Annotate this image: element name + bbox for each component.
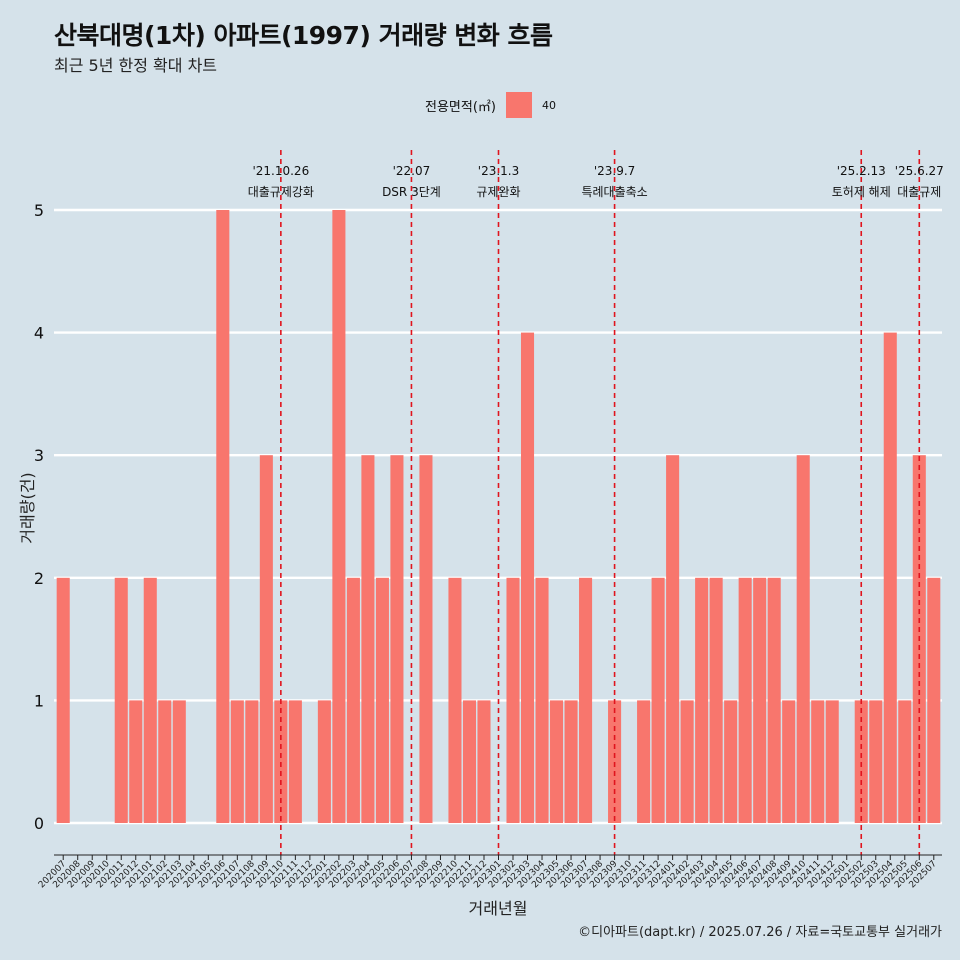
bar — [172, 700, 186, 823]
bar — [346, 577, 360, 823]
bar — [143, 577, 157, 823]
event-date: '23.9.7 — [594, 164, 635, 178]
bar — [216, 210, 230, 823]
bar — [579, 577, 593, 823]
bar — [927, 577, 941, 823]
bar — [259, 455, 273, 823]
event-label: 토허제 해제 — [832, 185, 891, 199]
bar — [811, 700, 825, 823]
y-tick-label: 4 — [34, 324, 44, 343]
bar — [520, 332, 535, 823]
bar — [477, 700, 491, 823]
y-tick-label: 1 — [34, 691, 44, 710]
bar — [245, 700, 259, 823]
bar — [506, 577, 520, 823]
bar — [288, 700, 302, 823]
bar — [375, 577, 389, 823]
bar — [709, 577, 723, 823]
bars — [56, 210, 941, 823]
event-markers: '21.10.26 대출규제강화 '22.07 DSR 3단계 '23.1.3 규제완화 '… — [248, 150, 944, 855]
bar — [738, 577, 752, 823]
event-label: DSR 3단계 — [382, 185, 441, 199]
event-date: '25.2.13 — [837, 164, 886, 178]
bar — [332, 210, 346, 823]
y-tick-label: 5 — [34, 201, 44, 220]
axes: 0123452020072020082020092020102020112020… — [34, 201, 942, 890]
bar — [129, 700, 143, 823]
bar — [419, 455, 433, 823]
y-axis-title: 거래량(건) — [18, 472, 37, 543]
y-tick-label: 0 — [34, 814, 44, 833]
bar — [782, 700, 796, 823]
event-date: '25.6.27 — [895, 164, 944, 178]
bar — [869, 700, 883, 823]
bar — [535, 577, 549, 823]
bar — [854, 700, 868, 823]
y-tick-label: 2 — [34, 569, 44, 588]
bar — [680, 700, 694, 823]
event-date: '22.07 — [393, 164, 431, 178]
chart-title: 산북대명(1차) 아파트(1997) 거래량 변화 흐름 — [54, 21, 553, 50]
bar — [608, 700, 622, 823]
source-caption: ©디아파트(dapt.kr) / 2025.07.26 / 자료=국토교통부 실… — [578, 925, 942, 940]
bar — [317, 700, 331, 823]
bar — [361, 455, 375, 823]
legend-swatch — [505, 92, 532, 118]
bar — [448, 577, 462, 823]
bar — [114, 577, 128, 823]
event-label: 대출규제강화 — [248, 185, 314, 199]
event-date: '21.10.26 — [252, 164, 309, 178]
bar — [550, 700, 564, 823]
legend-title: 전용면적(㎡) — [425, 99, 496, 115]
bar — [825, 700, 839, 823]
bar — [767, 577, 781, 823]
legend: 전용면적(㎡) 40 — [425, 92, 556, 118]
event-date: '23.1.3 — [478, 164, 519, 178]
bar — [695, 577, 709, 823]
bar — [274, 700, 288, 823]
y-tick-label: 3 — [34, 446, 44, 465]
bar — [883, 332, 897, 823]
bar — [230, 700, 244, 823]
event-label: 대출규제 — [897, 185, 941, 199]
bar — [564, 700, 578, 823]
bar — [898, 700, 912, 823]
event-label: 특례대출축소 — [581, 185, 647, 199]
bar — [753, 577, 767, 823]
event-label: 규제완화 — [476, 185, 520, 199]
bar — [724, 700, 738, 823]
bar — [637, 700, 651, 823]
bar — [56, 577, 70, 823]
bar — [651, 577, 665, 823]
bar — [666, 455, 680, 823]
bar — [796, 455, 810, 823]
bar — [390, 455, 404, 823]
bar — [462, 700, 477, 823]
x-axis-title: 거래년월 — [469, 899, 528, 918]
chart-subtitle: 최근 5년 한정 확대 차트 — [54, 56, 218, 75]
legend-label: 40 — [541, 98, 556, 112]
bar — [158, 700, 172, 823]
